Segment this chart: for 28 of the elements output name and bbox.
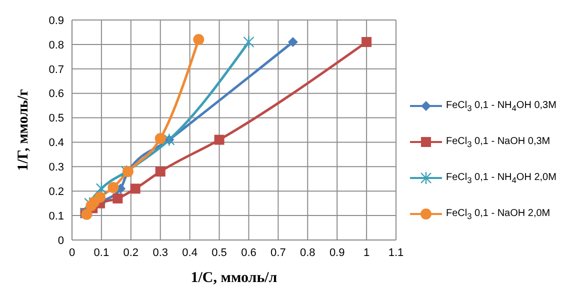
x-tick-label: 0.7 bbox=[270, 246, 286, 259]
x-tick-label: 0.1 bbox=[94, 246, 110, 259]
legend-label: FeCl$_{3}$ 0,1 - NH$_{4}$OH 2,0M bbox=[446, 172, 556, 184]
legend-label: FeCl$_{3}$ 0,1 - NH$_{4}$OH 0,3M bbox=[446, 100, 556, 112]
y-tick-label: 0.9 bbox=[48, 14, 64, 27]
y-tick-label: 0.8 bbox=[48, 39, 64, 52]
y-tick-label: 0.3 bbox=[48, 162, 64, 174]
y-tick-label: 0.5 bbox=[48, 112, 64, 125]
x-tick-label: 0 bbox=[68, 246, 76, 259]
x-tick-label: 0.9 bbox=[329, 246, 345, 259]
y-tick-label: 0.2 bbox=[48, 186, 64, 198]
legend-label: FeCl$_{3}$ 0,1 - NaOH 2,0M bbox=[446, 208, 550, 220]
x-axis-title: 1/С, ммоль/л bbox=[190, 270, 278, 286]
y-tick-label: 0 bbox=[58, 234, 64, 247]
x-tick-label: 0.2 bbox=[123, 246, 139, 259]
y-tick-label: 0.6 bbox=[48, 88, 64, 100]
x-tick-label: 1.1 bbox=[388, 246, 404, 259]
legend-label: FeCl$_{3}$ 0,1 - NaOH 0,3M bbox=[446, 136, 550, 148]
y-axis-title: 1/Г, ммоль/г bbox=[15, 88, 32, 171]
y-tick-label: 0.1 bbox=[48, 210, 64, 222]
x-tick-label: 0.5 bbox=[212, 246, 227, 259]
x-tick-label: 1 bbox=[363, 246, 370, 259]
y-tick-label: 0.4 bbox=[48, 137, 64, 150]
x-tick-label: 0.3 bbox=[152, 246, 168, 259]
x-tick-label: 0.8 bbox=[300, 246, 316, 259]
x-tick-label: 0.4 bbox=[182, 246, 198, 259]
y-tick-label: 0.7 bbox=[48, 64, 64, 76]
x-tick-label: 0.6 bbox=[241, 246, 256, 259]
